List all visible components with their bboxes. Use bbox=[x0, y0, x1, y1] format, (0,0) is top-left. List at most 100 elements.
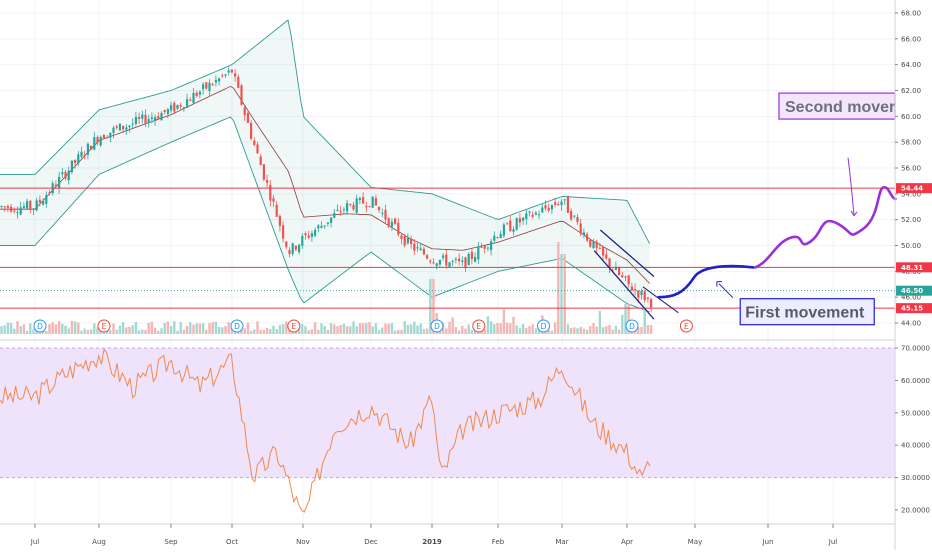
channel-upper-line[interactable] bbox=[599, 229, 655, 277]
volume-bar bbox=[275, 328, 278, 334]
volume-bar bbox=[208, 323, 211, 334]
candle-body bbox=[64, 171, 67, 179]
earnings-marker[interactable] bbox=[472, 319, 486, 333]
dividend-marker-label: D bbox=[541, 322, 547, 331]
volume-bar bbox=[413, 321, 416, 334]
earnings-marker-label: E bbox=[291, 322, 296, 331]
candle-body bbox=[118, 123, 121, 131]
volume-bar bbox=[397, 329, 400, 334]
volume-bar bbox=[365, 323, 368, 334]
volume-bar bbox=[585, 329, 589, 334]
candle-body bbox=[298, 244, 301, 253]
dividend-marker[interactable] bbox=[33, 319, 47, 333]
second-movement-note-box[interactable] bbox=[778, 92, 896, 120]
volume-bar bbox=[473, 330, 477, 334]
candle-body bbox=[496, 237, 499, 239]
candle-body bbox=[608, 258, 611, 268]
candle-body bbox=[378, 206, 381, 211]
channel-lower-line[interactable] bbox=[593, 250, 655, 320]
second-movement-projection[interactable] bbox=[754, 186, 897, 269]
volume-bar bbox=[336, 326, 339, 334]
dividend-marker[interactable] bbox=[430, 319, 444, 333]
earnings-marker[interactable] bbox=[287, 319, 301, 333]
time-tick-label: Dec bbox=[364, 538, 378, 546]
candle-body bbox=[173, 102, 176, 112]
price-tick-label: 46.00 bbox=[901, 294, 921, 302]
candle-body bbox=[512, 229, 515, 232]
candle-body bbox=[54, 184, 57, 187]
volume-bar bbox=[125, 327, 128, 334]
volume-bar bbox=[211, 321, 214, 334]
candle-body bbox=[122, 125, 125, 130]
volume-bar bbox=[381, 327, 384, 334]
first-movement-arrowhead bbox=[716, 281, 722, 287]
volume-bar bbox=[157, 330, 160, 334]
volume-bar bbox=[566, 324, 570, 334]
candle-body bbox=[230, 69, 233, 73]
candle-body bbox=[250, 123, 253, 139]
volume-bar bbox=[419, 323, 422, 334]
candle-body bbox=[403, 235, 406, 246]
candle-body bbox=[634, 289, 637, 291]
candle-body bbox=[109, 132, 112, 138]
candle-body bbox=[390, 221, 393, 227]
candle-body bbox=[522, 217, 525, 221]
candle-body bbox=[237, 76, 240, 88]
candle-body bbox=[198, 91, 201, 95]
dividend-marker[interactable] bbox=[230, 319, 244, 333]
volume-bar bbox=[560, 254, 563, 334]
dividend-marker[interactable] bbox=[625, 319, 639, 333]
volume-bar bbox=[406, 324, 410, 334]
candle-body bbox=[48, 192, 51, 194]
candle-body bbox=[547, 208, 550, 211]
candle-body bbox=[499, 233, 502, 239]
candle-body bbox=[422, 248, 425, 255]
volume-bar bbox=[89, 329, 93, 334]
volume-bar bbox=[438, 330, 442, 334]
volume-bar bbox=[470, 329, 474, 334]
volume-bar bbox=[621, 314, 624, 334]
volume-bar bbox=[457, 330, 461, 334]
candle-body bbox=[518, 218, 521, 223]
candle-body bbox=[358, 197, 361, 201]
volume-bar bbox=[521, 323, 525, 334]
candle-body bbox=[394, 218, 397, 224]
candle-body bbox=[211, 84, 214, 86]
candle-body bbox=[525, 213, 528, 220]
candle-body bbox=[637, 290, 640, 298]
candle-body bbox=[554, 202, 557, 205]
candle-body bbox=[368, 206, 371, 208]
volume-bar bbox=[505, 322, 509, 334]
first-movement-note-box[interactable] bbox=[739, 298, 875, 326]
candle-body bbox=[99, 136, 102, 146]
volume-bar bbox=[553, 322, 557, 334]
candle-body bbox=[435, 263, 438, 267]
earnings-marker[interactable] bbox=[679, 319, 693, 333]
volume-bar bbox=[73, 321, 77, 334]
channel-projection-line[interactable] bbox=[642, 286, 679, 314]
earnings-marker-label: E bbox=[684, 322, 689, 331]
volume-bar bbox=[403, 321, 406, 334]
volume-bar bbox=[51, 322, 54, 334]
volume-bar bbox=[205, 329, 208, 334]
volume-bar bbox=[448, 321, 451, 334]
volume-bar bbox=[131, 325, 134, 334]
candle-body bbox=[384, 209, 387, 220]
volume-bar bbox=[192, 324, 195, 334]
volume-bar bbox=[128, 326, 131, 334]
candle-body bbox=[304, 233, 307, 236]
candle-body bbox=[269, 185, 272, 201]
first-movement-projection[interactable] bbox=[657, 264, 755, 299]
dividend-marker[interactable] bbox=[537, 319, 551, 333]
candle-body bbox=[336, 209, 339, 211]
candle-body bbox=[246, 113, 249, 123]
earnings-marker[interactable] bbox=[97, 319, 111, 333]
candle-body bbox=[285, 241, 288, 248]
price-tag-label: 48.31 bbox=[901, 264, 923, 272]
candle-body bbox=[598, 247, 601, 249]
time-tick-label: Apr bbox=[621, 538, 633, 546]
time-tick-label: Oct bbox=[226, 538, 238, 546]
volume-bar bbox=[313, 322, 317, 334]
candle-body bbox=[352, 204, 355, 210]
